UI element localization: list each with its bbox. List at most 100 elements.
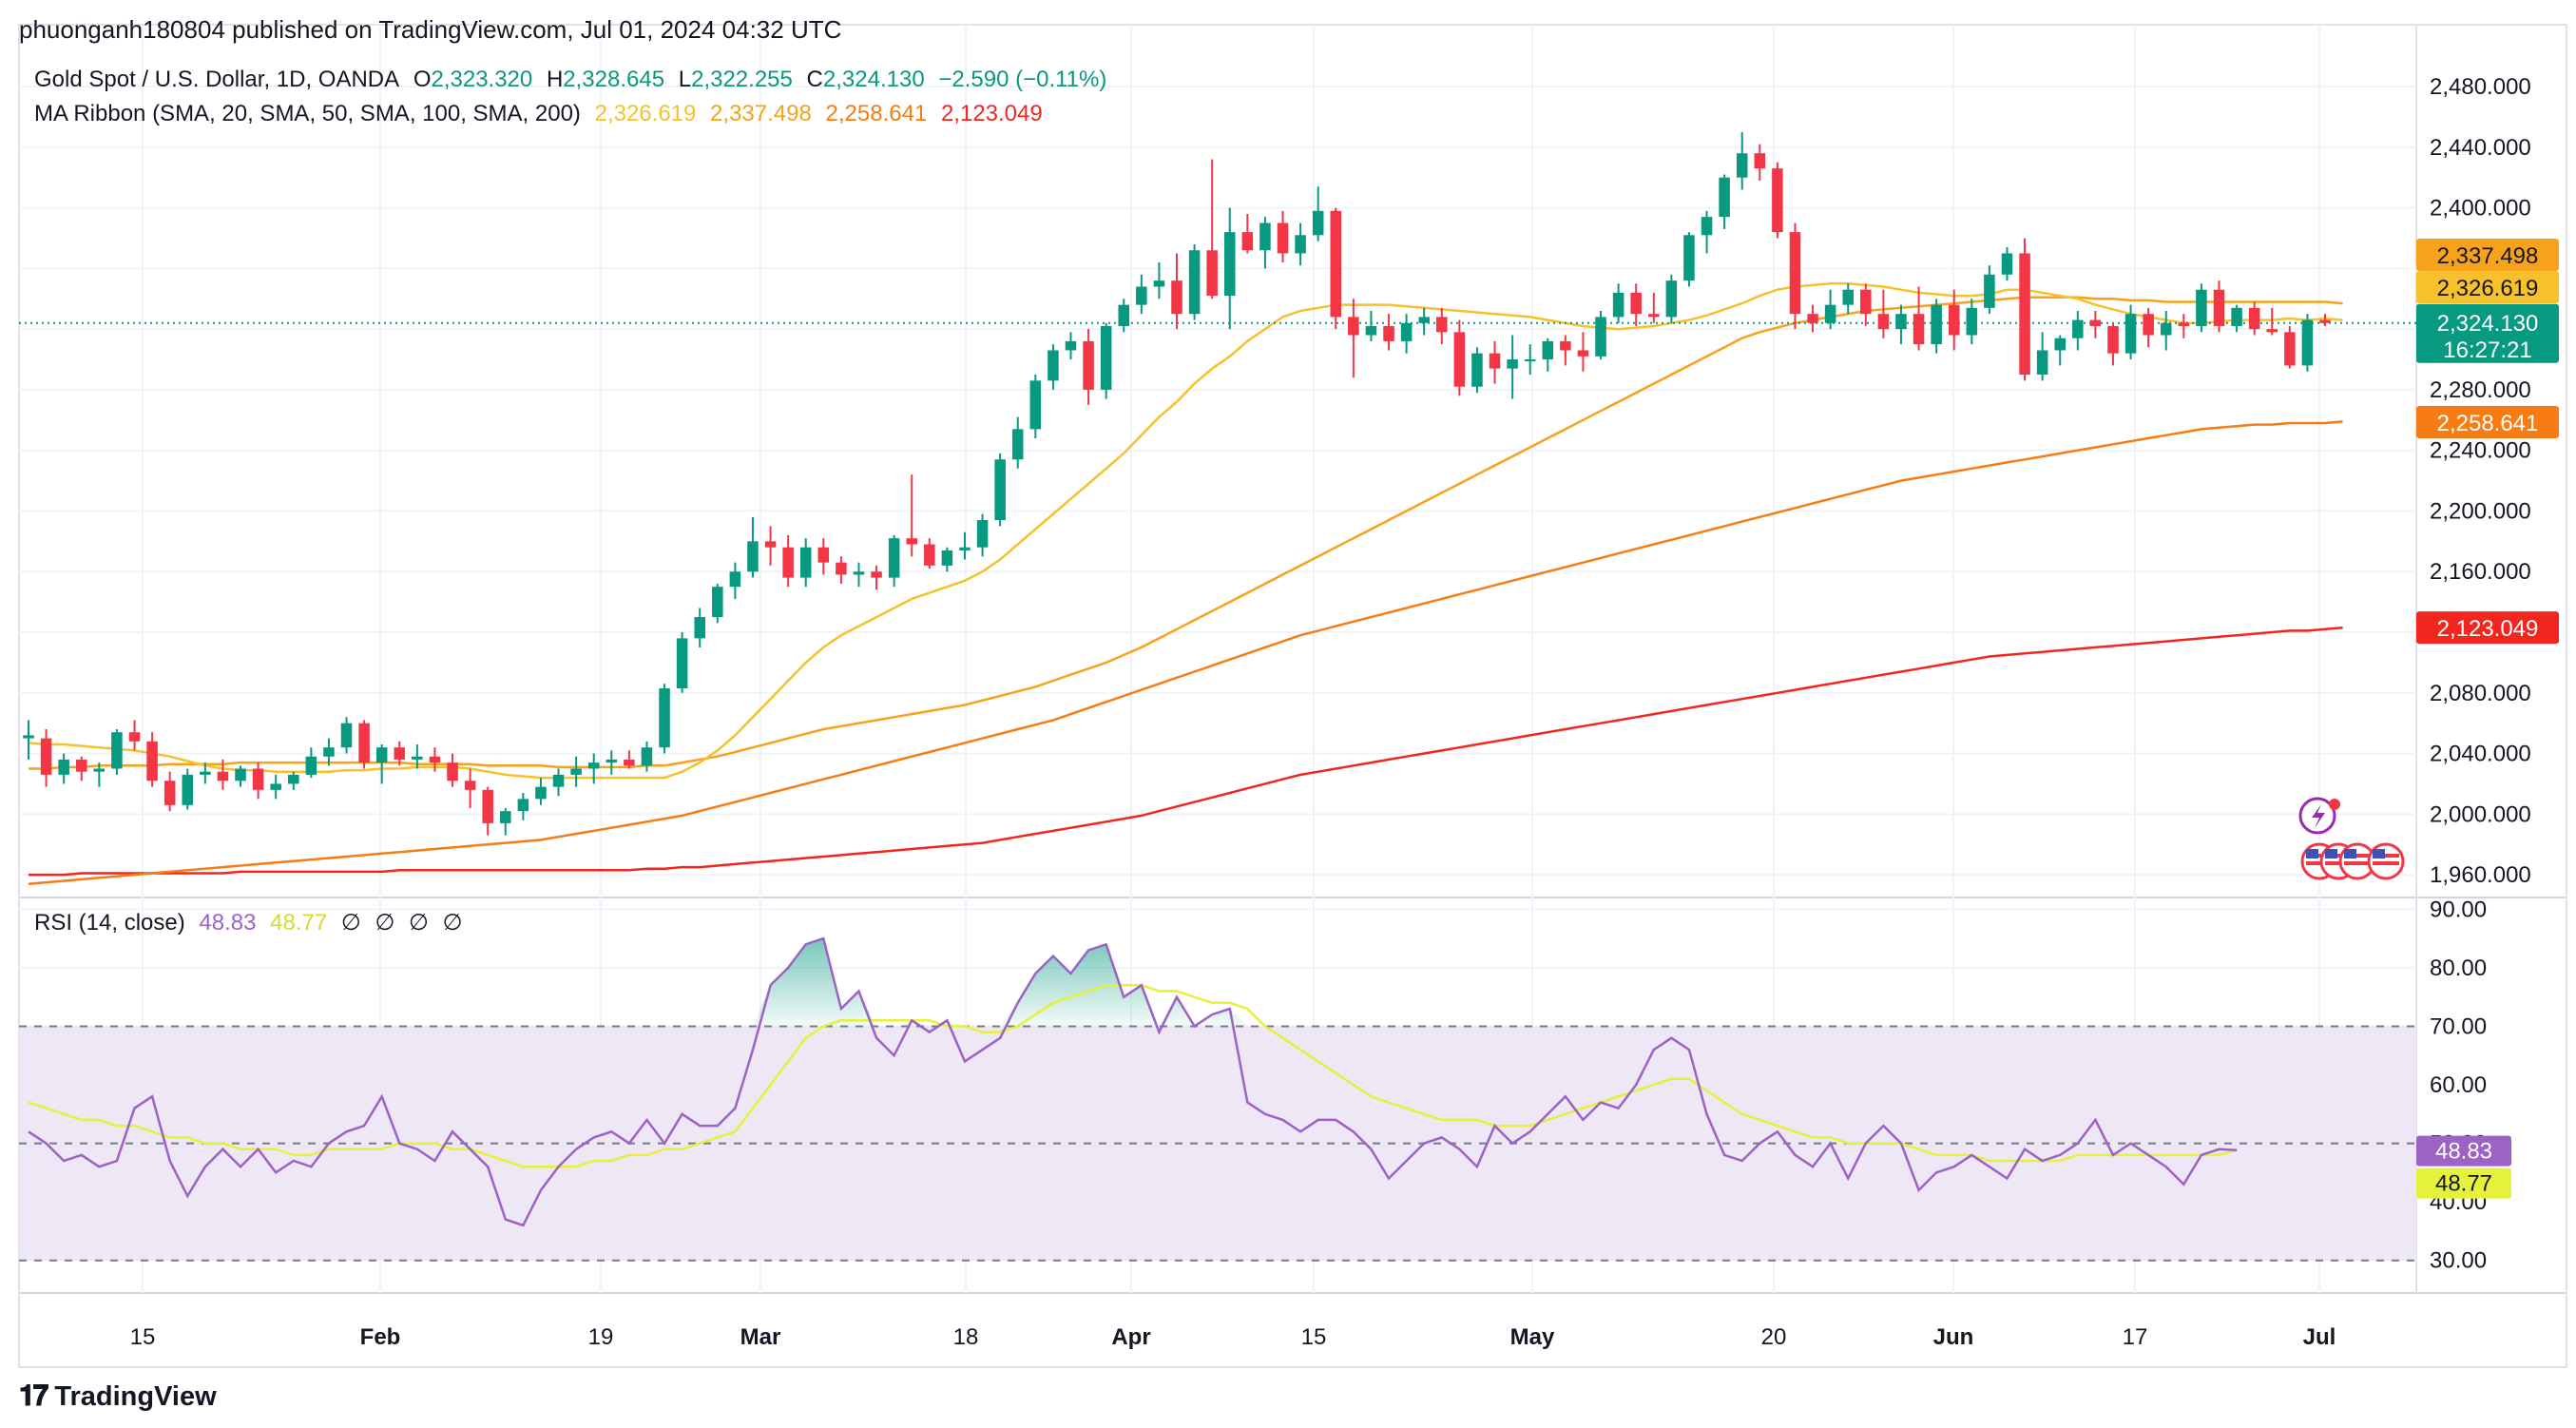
candle-body <box>252 768 264 790</box>
candle-body <box>375 747 388 763</box>
candle-body <box>1436 317 1448 333</box>
candle-body <box>924 544 935 566</box>
candle-body <box>2284 332 2296 366</box>
rsi-overbought-fill <box>29 938 2325 1027</box>
candle <box>641 741 653 772</box>
candle <box>570 756 582 787</box>
candle-body <box>2124 314 2137 354</box>
rsi-lines <box>28 936 2325 1227</box>
time-axis-label: 19 <box>588 1324 614 1350</box>
candle-body <box>1453 332 1466 387</box>
candle-body <box>1029 380 1042 430</box>
candle-body <box>2248 307 2260 330</box>
candle <box>1789 222 1801 330</box>
price-axis-label: 2,160.000 <box>2430 559 2531 585</box>
candle-body <box>764 541 777 548</box>
rsi-axis-label: 60.00 <box>2430 1072 2487 1098</box>
candle-body <box>782 547 794 578</box>
candle <box>1807 304 1818 333</box>
rsi-legend[interactable]: RSI (14, close) 48.83 48.77 ∅ ∅ ∅ ∅ <box>34 909 471 936</box>
candle <box>924 538 935 569</box>
candle-body <box>1789 232 1801 315</box>
tradingview-brand[interactable]: 𝟏𝟕 TradingView <box>19 1380 217 1413</box>
candle <box>1418 307 1430 336</box>
candle-body <box>535 786 547 800</box>
candle <box>1100 322 1112 399</box>
candle-body <box>2001 253 2013 275</box>
symbol-name[interactable]: Gold Spot / U.S. Dollar, 1D, OANDA <box>34 67 400 92</box>
flash-event-icon[interactable] <box>2298 797 2340 835</box>
candle <box>1913 286 1925 351</box>
candle-body <box>1542 340 1554 360</box>
candle-body <box>624 759 635 766</box>
rsi-value: 48.83 <box>199 910 257 936</box>
symbol-legend[interactable]: Gold Spot / U.S. Dollar, 1D, OANDA O2,32… <box>34 67 1114 93</box>
publish-line: phuonganh180804 published on TradingView… <box>19 15 842 44</box>
candles-group[interactable] <box>23 131 2331 836</box>
candle <box>58 753 69 784</box>
axes-group: 2,480.0002,440.0002,400.0002,360.0002,32… <box>130 74 2531 1350</box>
price-axis-label: 2,400.000 <box>2430 196 2531 222</box>
open-value: 2,323.320 <box>431 67 533 92</box>
rsi-line <box>28 936 2238 1227</box>
ma-ribbon-legend[interactable]: MA Ribbon (SMA, 20, SMA, 50, SMA, 100, S… <box>34 101 1050 127</box>
candle <box>853 562 865 588</box>
candle <box>694 608 705 647</box>
candle <box>2001 247 2013 281</box>
candle-body <box>1984 274 1995 308</box>
candle-body <box>1136 286 1147 305</box>
candle-body <box>358 723 370 763</box>
candle-body <box>1330 210 1342 318</box>
candle-body <box>1648 314 1660 318</box>
time-axis-label: 20 <box>1761 1324 1787 1350</box>
low-label: L <box>678 67 692 92</box>
candle-body <box>1188 250 1201 315</box>
time-axis-label: 18 <box>953 1324 979 1350</box>
candle-body <box>429 756 441 763</box>
candle <box>1719 174 1730 229</box>
sma50-value: 2,337.498 <box>710 101 812 126</box>
candle-body <box>1312 210 1324 236</box>
candle-body <box>1118 304 1130 326</box>
candle-body <box>1206 250 1218 297</box>
candle-body <box>111 732 123 769</box>
candle <box>1507 335 1518 399</box>
rsi-axis-label: 90.00 <box>2430 897 2487 922</box>
candle-body <box>1383 325 1394 341</box>
candle-body <box>1295 235 1306 254</box>
candle-body <box>1719 177 1730 218</box>
candle <box>482 786 493 836</box>
candle <box>1048 344 1059 390</box>
candle <box>659 684 670 754</box>
rsi-label[interactable]: RSI (14, close) <box>34 910 185 936</box>
candle-body <box>288 774 299 784</box>
candle-body <box>1931 304 1942 345</box>
candle <box>729 562 741 599</box>
candle <box>1083 329 1094 405</box>
ma-ribbon-label[interactable]: MA Ribbon (SMA, 20, SMA, 50, SMA, 100, S… <box>34 101 581 126</box>
candle-body <box>1507 359 1518 369</box>
candle <box>1206 159 1218 299</box>
candle-body <box>994 459 1006 521</box>
candle <box>1966 299 1978 345</box>
candle-body <box>2231 307 2242 326</box>
candle <box>1153 262 1165 299</box>
candle <box>500 807 511 836</box>
candle <box>1471 347 1483 394</box>
candle-body <box>570 768 582 775</box>
price-axis-label: 1,960.000 <box>2430 862 2531 888</box>
sma200-line <box>29 626 2343 877</box>
candle-body <box>2072 319 2084 338</box>
price-axis-label: 2,480.000 <box>2430 74 2531 100</box>
candle <box>23 720 34 760</box>
us-flag-event-icon[interactable] <box>2367 842 2405 880</box>
candle <box>1065 332 1077 360</box>
candle <box>375 743 388 784</box>
candle <box>1312 186 1324 241</box>
candle-body <box>1595 317 1606 357</box>
rsi-ma-value-tag <box>2416 1167 2511 1199</box>
event-icons[interactable] <box>2298 797 2405 880</box>
candle-body <box>1895 314 1907 330</box>
candle <box>2231 304 2242 333</box>
